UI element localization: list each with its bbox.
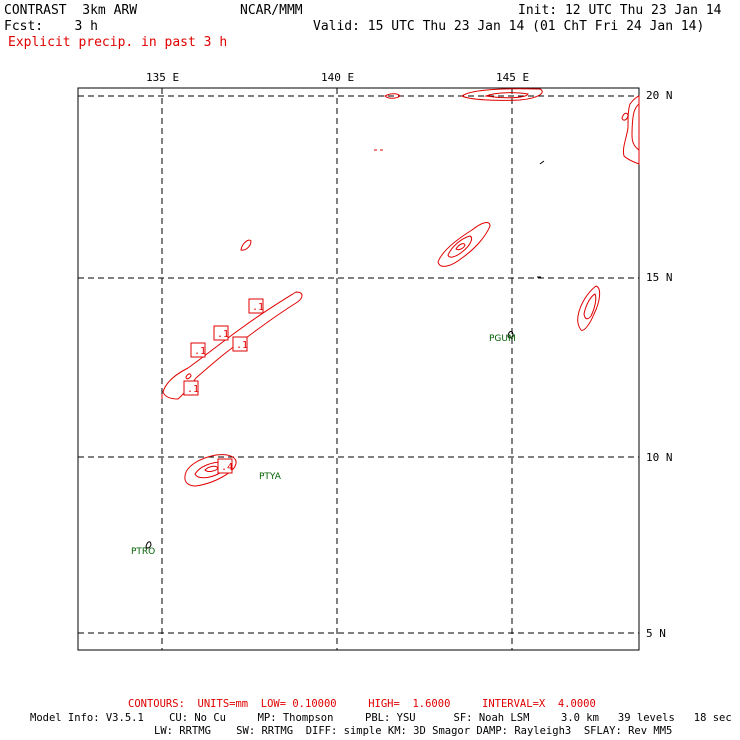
contour-east-mid [583,293,597,320]
station-ptro: PTRO [131,547,155,557]
contour-east-outer [577,285,601,331]
model-info-line1: Model Info: V3.5.1 CU: No Cu MP: Thompso… [30,712,732,724]
lat-label-20: 20 N [646,89,673,102]
contour-north-mid [484,92,529,99]
model-info-line2: LW: RRTMG SW: RRTMG DIFF: simple KM: 3D … [154,725,673,737]
lat-label-10: 10 N [646,451,673,464]
init-time: Init: 12 UTC Thu 23 Jan 14 [518,3,722,18]
lat-lon-grid [78,88,639,650]
contour-ne-small [621,112,629,121]
coast-1 [539,160,545,165]
contour-palau-outer [184,454,237,487]
lon-label-135: 135 E [146,71,180,84]
contour-label-4: .1 [190,342,206,358]
contour-guam-inner [455,243,466,251]
contour-guam-outer [437,222,491,267]
coast-palau [145,541,152,549]
contour-info: CONTOURS: UNITS=mm LOW= 0.10000 HIGH= 1.… [128,698,596,710]
forecast-hour: Fcst: 3 h [4,19,98,34]
svg-text:.1: .1 [217,329,229,340]
station-pgum: PGUM [489,334,516,344]
field-title: Explicit precip. in past 3 h [8,35,228,50]
lat-label-15: 15 N [646,271,673,284]
map-frame [77,87,640,651]
model-title: CONTRAST 3km ARW [4,3,138,18]
contour-north-west [384,93,401,99]
contour-value-labels: .1 .1 .1 .1 .1 .4 [183,298,264,474]
lon-label-140: 140 E [321,71,355,84]
contour-isolated [240,239,252,251]
svg-text:.1: .1 [194,346,206,357]
precip-contours [161,88,640,487]
contour-north-outer [461,88,543,101]
coast-guam [507,330,514,339]
lat-label-5: 5 N [646,627,666,640]
contour-label-7: .4 [217,458,233,474]
station-ptya: PTYA [259,472,282,482]
contour-guam-mid [447,235,473,258]
valid-time: Valid: 15 UTC Thu 23 Jan 14 (01 ChT Fri … [313,19,705,34]
svg-text:.1: .1 [236,340,248,351]
coastlines [145,160,545,549]
contour-label-1: .1 [248,298,264,314]
lon-label-145: 145 E [496,71,530,84]
svg-text:.1: .1 [187,384,199,395]
organization: NCAR/MMM [240,3,303,18]
contour-ne-outer [623,95,640,165]
contour-label-5: .1 [183,380,199,396]
station-labels: PGUM PTYA PTRO [131,334,516,557]
contour-ne-mid [631,103,640,151]
svg-text:.1: .1 [252,302,264,313]
contour-label-2: .1 [213,325,229,341]
contour-small [185,373,192,380]
contour-palau-inner [204,465,219,472]
svg-text:.4: .4 [221,462,233,473]
contour-label-3: .1 [232,336,248,352]
